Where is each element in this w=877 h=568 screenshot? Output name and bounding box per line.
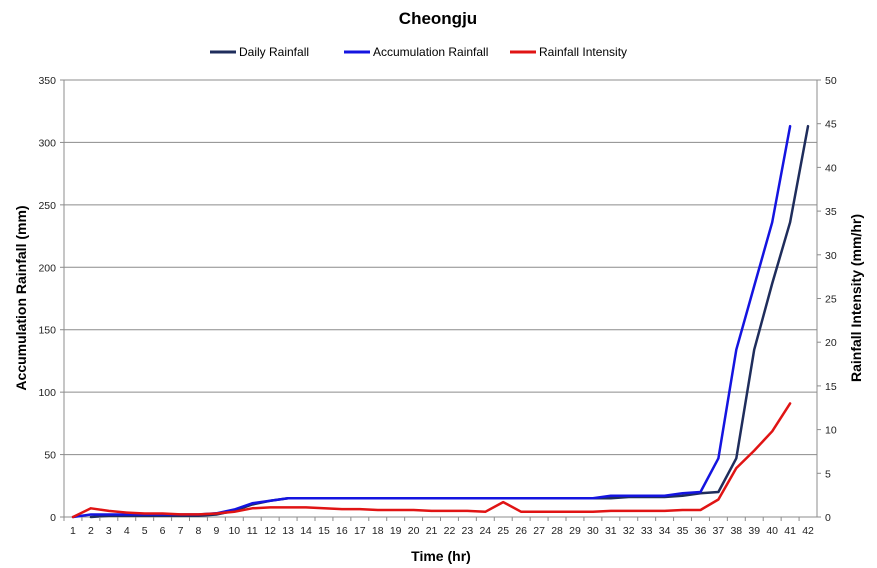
series-lines (71, 124, 810, 519)
right-y-tick-labels: 0 5 10 15 20 25 30 35 40 45 50 (817, 75, 837, 524)
x-tick-label: 20 (408, 525, 420, 537)
x-tick-label: 1 (70, 525, 76, 537)
series-line-rainfall-intensity (71, 402, 792, 519)
x-tick-label: 26 (515, 525, 527, 537)
x-tick-label: 33 (641, 525, 653, 537)
right-y-tick-label: 20 (825, 337, 837, 349)
legend-label: Daily Rainfall (239, 45, 309, 59)
x-tick-label: 9 (213, 525, 219, 537)
right-y-tick-label: 10 (825, 425, 837, 437)
x-tick-label: 6 (160, 525, 166, 537)
x-tick-label: 38 (730, 525, 742, 537)
left-y-tick-labels: 0 50 100 150 200 250 300 350 (38, 75, 64, 524)
x-tick-label: 32 (623, 525, 635, 537)
right-y-tick-label: 15 (825, 381, 837, 393)
right-y-tick-label: 0 (825, 512, 831, 524)
series-line-accumulation-rainfall (71, 124, 792, 519)
x-tick-label: 27 (533, 525, 545, 537)
x-tick-label: 40 (766, 525, 778, 537)
x-tick-label: 28 (551, 525, 563, 537)
x-tick-label: 2 (88, 525, 94, 537)
x-tick-label: 17 (354, 525, 366, 537)
x-tick-label: 23 (462, 525, 474, 537)
left-y-tick-label: 350 (38, 75, 56, 87)
x-tick-label: 5 (142, 525, 148, 537)
x-tick-label: 35 (677, 525, 689, 537)
right-y-tick-label: 45 (825, 119, 837, 131)
left-y-tick-label: 250 (38, 200, 56, 212)
left-y-axis-title: Accumulation Rainfall (mm) (13, 205, 29, 390)
x-tick-label: 11 (247, 525, 258, 537)
x-tick-label: 7 (178, 525, 184, 537)
x-tick-label: 25 (497, 525, 509, 537)
x-tick-label: 39 (748, 525, 760, 537)
x-axis-title: Time (hr) (411, 548, 471, 564)
legend-label: Rainfall Intensity (539, 45, 627, 59)
right-y-tick-label: 5 (825, 468, 831, 480)
left-y-tick-label: 0 (50, 512, 56, 524)
x-tick-label: 34 (659, 525, 671, 537)
right-y-axis-title: Rainfall Intensity (mm/hr) (848, 214, 864, 382)
right-y-tick-label: 40 (825, 162, 837, 174)
x-tick-label: 31 (605, 525, 617, 537)
series-line-daily-rainfall (89, 124, 810, 519)
x-tick-label: 19 (390, 525, 402, 537)
x-tick-label: 22 (444, 525, 456, 537)
x-tick-label: 37 (713, 525, 725, 537)
x-tick-label: 15 (318, 525, 330, 537)
right-y-tick-label: 50 (825, 75, 837, 87)
legend-label: Accumulation Rainfall (373, 45, 488, 59)
gridlines (64, 79, 817, 518)
x-tick-label: 42 (802, 525, 814, 537)
x-tick-label: 21 (426, 525, 438, 537)
x-tick-label: 8 (196, 525, 202, 537)
left-y-tick-label: 50 (44, 450, 56, 462)
x-tick-label: 10 (228, 525, 240, 537)
right-y-tick-label: 35 (825, 206, 837, 218)
x-tick-label: 24 (479, 525, 491, 537)
left-y-tick-label: 300 (38, 137, 56, 149)
left-y-tick-label: 200 (38, 262, 56, 274)
x-tick-label: 18 (372, 525, 384, 537)
x-tick-labels: 1 2 3 4 5 6 7 8 9 10 11 12 13 14 15 16 17 18 19 20 21 22 23 24 2… (63, 517, 814, 537)
right-y-tick-label: 25 (825, 294, 837, 306)
x-tick-label: 4 (124, 525, 130, 537)
legend: Daily Rainfall Accumulation Rainfall Rainf… (210, 45, 627, 59)
x-tick-label: 30 (587, 525, 599, 537)
x-tick-label: 16 (336, 525, 348, 537)
x-tick-label: 36 (695, 525, 707, 537)
axes (63, 80, 818, 518)
x-tick-label: 29 (569, 525, 581, 537)
left-y-tick-label: 100 (38, 387, 56, 399)
x-tick-label: 3 (106, 525, 112, 537)
x-tick-label: 41 (784, 525, 796, 537)
x-tick-label: 14 (300, 525, 312, 537)
x-tick-label: 12 (264, 525, 276, 537)
left-y-tick-label: 150 (38, 325, 56, 337)
x-tick-label: 13 (282, 525, 294, 537)
chart-title: Cheongju (399, 9, 477, 28)
right-y-tick-label: 30 (825, 250, 837, 262)
